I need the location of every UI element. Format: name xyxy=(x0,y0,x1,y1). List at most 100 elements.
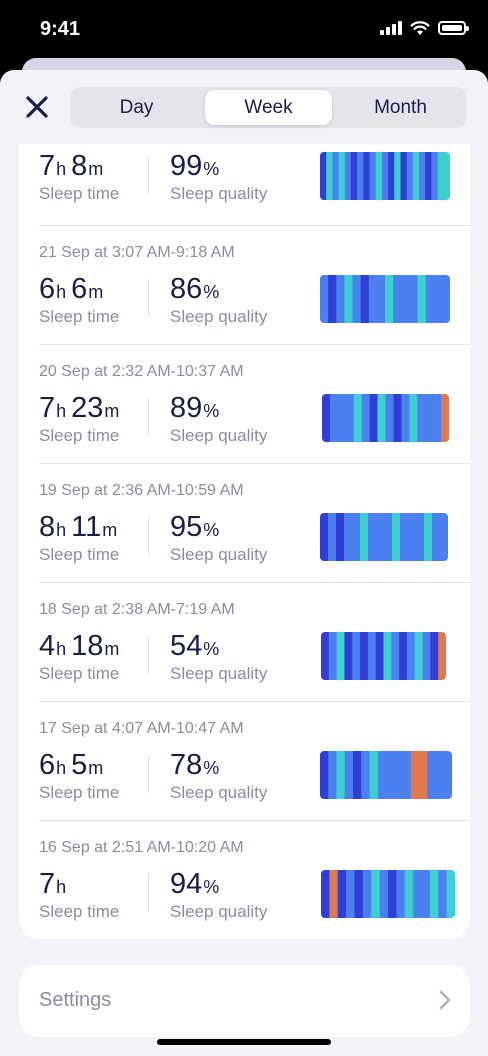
sleep-duration: 4h 18m xyxy=(39,630,124,663)
sleep-stage-segment xyxy=(320,152,327,200)
sleep-stage-segment xyxy=(328,513,337,561)
close-button[interactable] xyxy=(18,88,56,126)
sleep-quality-stat: 99% Sleep quality xyxy=(170,150,267,204)
sleep-stage-segment xyxy=(417,275,426,323)
percent-unit: % xyxy=(203,282,220,302)
sleep-record-row[interactable]: 18 Sep at 2:38 AM-7:19 AM 4h 18m Sleep time… xyxy=(39,583,470,702)
sleep-stage-segment xyxy=(443,152,450,200)
quality-value: 86 xyxy=(170,273,203,305)
sleep-stage-segment xyxy=(352,513,361,561)
sleep-stage-segment xyxy=(409,275,418,323)
hours-unit: h xyxy=(56,282,67,302)
sleep-stage-segment xyxy=(385,275,394,323)
sleep-stage-segment xyxy=(329,870,339,918)
record-date: 16 Sep at 2:51 AM-10:20 AM xyxy=(39,839,244,856)
sleep-stage-segment xyxy=(427,751,436,799)
sleep-quality-label: Sleep quality xyxy=(170,664,268,683)
sleep-stage-segment xyxy=(429,870,439,918)
sleep-quality-label: Sleep quality xyxy=(170,307,268,326)
sleep-stage-segment xyxy=(321,632,330,680)
sleep-quality: 95% xyxy=(170,511,267,544)
percent-unit: % xyxy=(203,159,220,179)
sleep-stage-segment xyxy=(399,632,408,680)
hours-unit: h xyxy=(56,877,67,897)
sleep-quality-stat: 89% Sleep quality xyxy=(170,392,267,446)
sleep-quality-label: Sleep quality xyxy=(170,902,268,921)
sleep-stage-segment xyxy=(388,152,395,200)
sleep-stage-segment xyxy=(409,394,418,442)
sleep-stage-segment xyxy=(332,152,339,200)
quality-value: 95 xyxy=(170,511,203,543)
sleep-duration: 6h 5m xyxy=(39,749,119,782)
minutes-value: 18 xyxy=(71,630,104,662)
sleep-quality: 78% xyxy=(170,749,267,782)
sleep-record-row[interactable]: 19 Sep at 2:36 AM-10:59 AM 8h 11m Sleep tim… xyxy=(39,464,470,583)
sleep-record-row[interactable]: 17 Sep at 4:07 AM-10:47 AM 6h 5m Sleep time… xyxy=(39,702,470,821)
sleep-stage-segment xyxy=(328,751,337,799)
sleep-time-label: Sleep time xyxy=(39,426,120,445)
status-time: 9:41 xyxy=(40,18,81,40)
sleep-quality: 94% xyxy=(170,868,267,901)
sleep-stage-segment xyxy=(394,152,401,200)
sleep-time-stat: 7h 23m Sleep time xyxy=(39,392,124,446)
sleep-quality-stat: 78% Sleep quality xyxy=(170,749,267,803)
sleep-stage-segment xyxy=(360,513,369,561)
sleep-stage-segment xyxy=(446,870,455,918)
settings-row[interactable]: Settings xyxy=(19,965,470,1037)
status-bar: 9:41 xyxy=(0,0,488,62)
sleep-quality: 54% xyxy=(170,630,267,663)
sleep-quality: 89% xyxy=(170,392,267,425)
sleep-stage-segment xyxy=(401,275,410,323)
sleep-stage-segment xyxy=(438,632,446,680)
sleep-stage-segment xyxy=(320,513,329,561)
sleep-stage-segment xyxy=(437,152,445,200)
sleep-record-row[interactable]: 20 Sep at 2:32 AM-10:37 AM 7h 23m Sleep tim… xyxy=(39,345,470,464)
sleep-stage-segment xyxy=(401,394,410,442)
sleep-stage-segment xyxy=(344,275,353,323)
sleep-stage-segment xyxy=(386,751,395,799)
sleep-stage-segment xyxy=(369,152,377,200)
hours-unit: h xyxy=(56,758,67,778)
minutes-unit: m xyxy=(88,758,104,778)
sleep-stage-segment xyxy=(392,513,401,561)
minutes-unit: m xyxy=(88,282,104,302)
sleep-stage-segment xyxy=(419,751,428,799)
sleep-stage-segment xyxy=(396,870,406,918)
hours-value: 4 xyxy=(39,630,56,662)
sleep-stage-segment xyxy=(431,152,438,200)
sleep-stage-segment xyxy=(326,152,333,200)
sleep-quality-label: Sleep quality xyxy=(170,545,268,564)
sleep-stage-segment xyxy=(352,275,361,323)
tab-week[interactable]: Week xyxy=(205,90,332,125)
sleep-duration: 7h 23m xyxy=(39,392,124,425)
sleep-record-row[interactable]: 16 Sep at 2:51 AM-10:20 AM 7h Sleep time 94… xyxy=(39,821,470,939)
sleep-record-row[interactable]: 21 Sep at 3:07 AM-9:18 AM 6h 6m Sleep time 8… xyxy=(39,226,470,345)
sleep-stage-segment xyxy=(336,751,346,799)
minutes-unit: m xyxy=(104,639,120,659)
hours-value: 7 xyxy=(39,392,56,424)
sleep-stage-segment xyxy=(391,632,400,680)
sleep-time-label: Sleep time xyxy=(39,902,120,921)
sleep-stage-graph xyxy=(321,632,446,680)
sleep-stage-segment xyxy=(433,394,442,442)
sleep-stage-segment xyxy=(336,632,345,680)
hours-value: 6 xyxy=(39,273,56,305)
sleep-time-stat: 4h 18m Sleep time xyxy=(39,630,124,684)
stat-divider xyxy=(148,517,149,555)
sleep-stage-segment xyxy=(320,275,329,323)
sleep-stage-segment xyxy=(369,751,379,799)
sleep-record-row[interactable]: 7h 8m Sleep time 99% Sleep quality xyxy=(39,144,470,226)
percent-unit: % xyxy=(203,758,220,778)
sleep-stage-segment xyxy=(320,751,329,799)
stat-divider xyxy=(148,398,149,436)
sleep-stage-segment xyxy=(338,152,346,200)
sleep-time-label: Sleep time xyxy=(39,783,120,802)
tab-month[interactable]: Month xyxy=(374,96,427,118)
tab-day[interactable]: Day xyxy=(119,96,154,118)
sleep-time-stat: 6h 6m Sleep time xyxy=(39,273,119,327)
sleep-stage-segment xyxy=(416,513,425,561)
sleep-quality-label: Sleep quality xyxy=(170,783,268,802)
sleep-time-label: Sleep time xyxy=(39,545,120,564)
record-date: 19 Sep at 2:36 AM-10:59 AM xyxy=(39,482,244,499)
sleep-stage-segment xyxy=(406,632,416,680)
